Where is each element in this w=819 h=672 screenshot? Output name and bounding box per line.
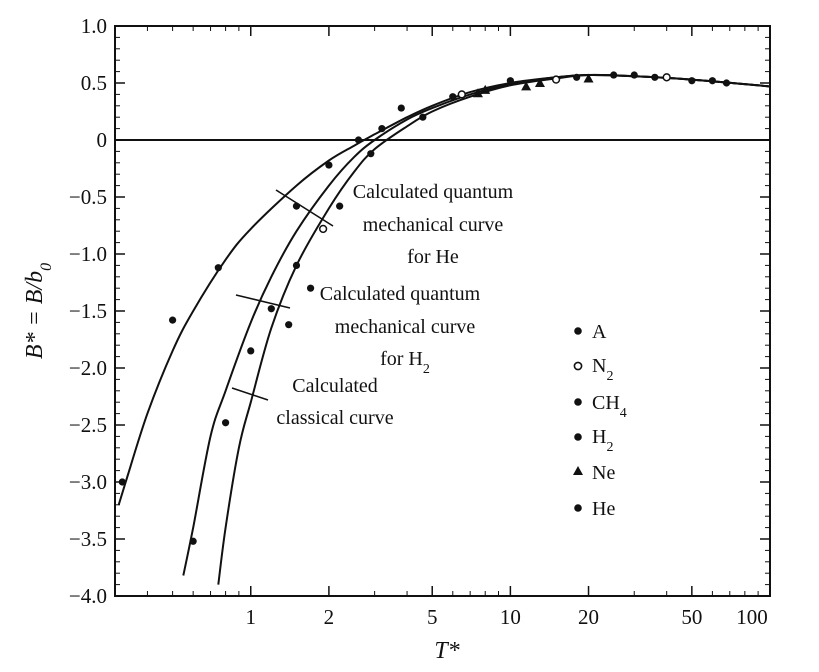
legend-marker-ne <box>573 466 583 475</box>
x-tick-label: 10 <box>500 605 521 629</box>
annotation-classical: Calculated classical curve <box>231 375 394 429</box>
data-point <box>367 150 375 158</box>
data-point <box>306 284 315 292</box>
legend-marker-h2 <box>574 433 582 441</box>
data-point <box>247 347 255 355</box>
x-axis-title: T* <box>434 638 459 664</box>
legend: A N2 CH4 H2 Ne He <box>573 321 627 520</box>
data-point <box>325 161 333 169</box>
data-point-open <box>551 75 561 84</box>
x-tick-label: 2 <box>324 605 335 629</box>
annotation-h2-subscript: 2 <box>423 362 430 377</box>
annotation-leader-he <box>275 189 334 227</box>
annotation-leader-classical <box>231 387 269 401</box>
y-tick-label: −3.0 <box>69 470 107 494</box>
data-point-triangle <box>472 88 483 98</box>
data-point-triangle <box>480 84 491 94</box>
y-axis-title-subscript: 0 <box>38 263 55 271</box>
x-tick-label: 50 <box>681 605 702 629</box>
data-point-open <box>318 224 328 234</box>
legend-label-ch4-text: CH <box>592 392 620 414</box>
annotation-quantum-h2: Calculated quantum mechanical curve for … <box>235 283 481 377</box>
y-tick-label: 1.0 <box>81 14 107 38</box>
data-point <box>449 93 457 101</box>
data-point <box>610 71 618 79</box>
legend-label-he: He <box>592 498 615 520</box>
data-point <box>630 71 638 79</box>
x-tick-label: 5 <box>427 605 438 629</box>
curve-classical <box>217 73 771 585</box>
data-point <box>221 419 230 427</box>
data-point <box>189 537 197 545</box>
data-point <box>708 77 717 85</box>
legend-label-h2-text: H <box>592 426 606 448</box>
legend-ch4-subscript: 4 <box>620 406 627 421</box>
legend-label-a: A <box>592 321 607 343</box>
data-point <box>267 305 275 313</box>
data-point <box>506 77 514 85</box>
y-tick-label: −1.5 <box>69 299 107 323</box>
data-point-open <box>457 90 466 99</box>
legend-n2-subscript: 2 <box>606 369 613 384</box>
data-point <box>722 79 731 87</box>
x-tick-label: 20 <box>578 605 599 629</box>
plot-frame <box>114 25 771 597</box>
y-tick-label: −2.0 <box>69 356 107 380</box>
data-point <box>285 321 293 329</box>
data-point <box>378 125 386 133</box>
legend-label-n2: N2 <box>592 355 613 384</box>
data-point <box>397 104 405 112</box>
y-tick-label: 0.5 <box>81 71 107 95</box>
y-tick-label: −4.0 <box>69 584 107 608</box>
annotation-classical-line-2: classical curve <box>276 407 393 429</box>
annotation-h2-line-3: for H2 <box>380 348 430 377</box>
annotation-he-line-1: Calculated quantum <box>353 181 514 203</box>
annotation-h2-line-1: Calculated quantum <box>320 283 481 305</box>
annotation-quantum-he: Calculated quantum mechanical curve for … <box>275 181 514 268</box>
y-axis-title: B* = B/b0 <box>22 263 55 359</box>
data-point <box>419 113 427 121</box>
legend-label-ne: Ne <box>592 462 615 484</box>
data-point <box>168 316 177 324</box>
data-point-triangle <box>583 73 594 83</box>
annotation-he-line-3: for He <box>407 246 459 268</box>
legend-h2-subscript: 2 <box>606 440 613 455</box>
y-axis-title-main: B* = B/b <box>22 271 48 359</box>
data-point <box>688 77 696 85</box>
annotation-classical-line-1: Calculated <box>292 375 378 397</box>
annotation-he-line-2: mechanical curve <box>363 214 504 236</box>
legend-marker-ch4 <box>574 398 582 406</box>
data-point <box>118 478 126 486</box>
y-tick-label: −1.0 <box>69 242 107 266</box>
data-point <box>336 202 344 210</box>
legend-label-n2-text: N <box>592 355 606 377</box>
data-point <box>214 264 222 272</box>
x-tick-label: 100 <box>736 605 768 629</box>
data-point-triangle <box>534 78 545 87</box>
annotation-h2-line-3-text: for H <box>380 348 423 370</box>
y-tick-label: −3.5 <box>69 527 107 551</box>
data-point-open <box>662 73 671 82</box>
x-tick-label: 1 <box>246 605 257 629</box>
data-point-triangle <box>521 81 532 91</box>
legend-marker-n2 <box>573 361 583 371</box>
legend-marker-a <box>574 327 582 335</box>
legend-label-ch4: CH4 <box>592 392 627 421</box>
data-point <box>651 73 659 81</box>
y-tick-label: −2.5 <box>69 413 107 437</box>
annotation-h2-line-2: mechanical curve <box>335 316 476 338</box>
y-tick-label: −0.5 <box>69 185 107 209</box>
data-point <box>573 73 581 81</box>
annotation-leader-h2 <box>235 294 291 309</box>
legend-label-h2: H2 <box>592 426 613 455</box>
legend-marker-he <box>574 504 582 512</box>
y-tick-label: 0 <box>97 128 108 152</box>
data-point <box>292 261 301 269</box>
data-point <box>354 136 363 144</box>
